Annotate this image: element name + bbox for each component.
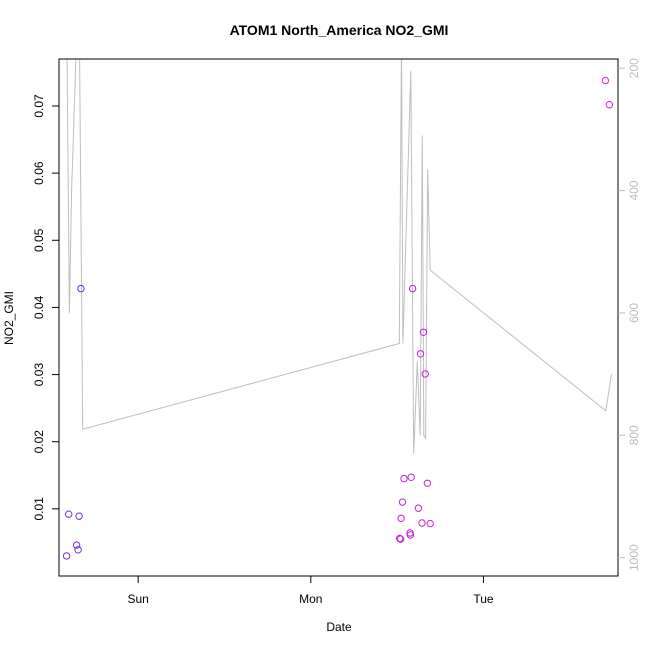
- data-point: [74, 546, 82, 554]
- data-point: [408, 284, 417, 293]
- data-point: [426, 519, 434, 528]
- data-point: [397, 514, 405, 522]
- data-point: [416, 350, 425, 358]
- y-tick-label: 0.04: [32, 295, 46, 319]
- y2-axis: 200 400 600 800 1000: [618, 58, 641, 571]
- y-tick-label: 0.07: [32, 94, 46, 118]
- y-axis-label: NO2_GMI: [2, 291, 16, 345]
- x-axis-label: Date: [326, 620, 352, 634]
- y-tick-label: 0.02: [32, 430, 46, 454]
- data-point: [419, 328, 428, 336]
- x-tick-label: Tue: [473, 592, 494, 606]
- data-point: [77, 284, 85, 293]
- data-point: [407, 473, 415, 481]
- chart-title: ATOM1 North_America NO2_GMI: [230, 22, 449, 38]
- y-axis: 0.01 0.02 0.03 0.04 0.05 0.06 0.07: [32, 94, 59, 521]
- data-point: [398, 498, 407, 506]
- data-point: [65, 510, 73, 518]
- y-tick-label: 0.05: [32, 228, 46, 252]
- data-point: [423, 479, 432, 487]
- data-point: [418, 519, 426, 527]
- data-point: [605, 101, 614, 109]
- pressure-line-layer: [66, 59, 612, 454]
- data-point: [406, 531, 415, 539]
- x-tick-label: Mon: [299, 592, 322, 606]
- data-point: [396, 534, 404, 543]
- pressure-line: [66, 59, 612, 454]
- y-tick-label: 0.01: [32, 497, 46, 521]
- y2-tick-label: 200: [627, 58, 641, 78]
- data-point: [397, 535, 405, 543]
- data-point: [75, 512, 83, 520]
- points-layer: [62, 76, 614, 560]
- data-point: [414, 504, 423, 512]
- data-point: [421, 370, 429, 378]
- y2-tick-label: 800: [627, 425, 641, 445]
- data-point: [62, 552, 71, 560]
- x-axis: Sun Mon Tue: [127, 576, 494, 606]
- y-tick-label: 0.06: [32, 161, 46, 185]
- x-tick-label: Sun: [127, 592, 148, 606]
- data-point: [400, 474, 408, 483]
- data-point: [601, 76, 610, 85]
- y2-tick-label: 400: [627, 180, 641, 200]
- y2-tick-label: 1000: [627, 544, 641, 571]
- y-tick-label: 0.03: [32, 363, 46, 387]
- plot-frame: [58, 58, 619, 577]
- y2-tick-label: 600: [627, 303, 641, 323]
- data-point: [72, 541, 81, 549]
